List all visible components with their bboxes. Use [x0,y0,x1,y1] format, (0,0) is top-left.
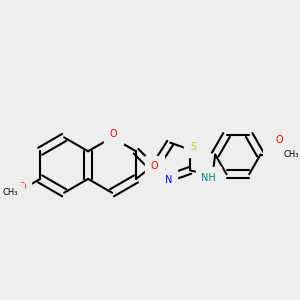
Text: O: O [275,135,283,145]
Text: S: S [190,142,196,152]
Text: O: O [18,182,26,192]
Text: O: O [151,161,158,171]
Text: CH₃: CH₃ [3,188,18,197]
Text: NH: NH [201,173,216,183]
Text: N: N [165,176,172,185]
Text: CH₃: CH₃ [284,150,299,159]
Text: O: O [110,129,117,139]
